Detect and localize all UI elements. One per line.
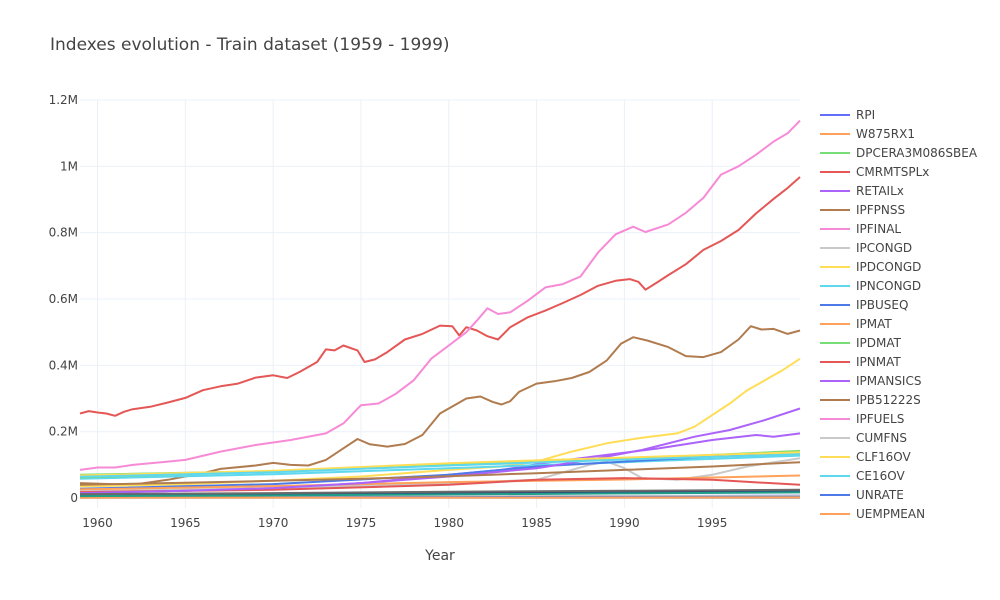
legend-item-ipnmat[interactable]: IPNMAT	[820, 355, 901, 369]
legend-label: RETAILx	[856, 184, 904, 198]
y-tick-label: 0.8M	[49, 226, 78, 240]
series-line-unlabeled-24	[79, 491, 801, 498]
y-tick-label: 1.2M	[49, 93, 78, 107]
series-line-ipfinal	[79, 119, 801, 471]
legend-item-ipdmat[interactable]: IPDMAT	[820, 336, 902, 350]
legend-item-clf16ov[interactable]: CLF16OV	[820, 450, 911, 464]
x-gridlines	[97, 100, 713, 508]
x-tick-label: 1970	[258, 516, 289, 530]
series-line-ipfpnss	[79, 325, 801, 486]
legend-item-cmrmtsplx[interactable]: CMRMTSPLx	[820, 165, 929, 179]
x-tick-label: 1975	[346, 516, 377, 530]
x-axis-title: Year	[424, 548, 455, 564]
x-tick-label: 1980	[434, 516, 465, 530]
series-line-ipdcongd	[79, 357, 801, 488]
series-line-ipncongd	[79, 454, 801, 480]
legend-item-w875rx1[interactable]: W875RX1	[820, 127, 915, 141]
y-tick-label: 0.6M	[49, 292, 78, 306]
x-tick-label: 1965	[170, 516, 201, 530]
legend-item-ipb51222s[interactable]: IPB51222S	[820, 393, 921, 407]
series-line-ipb51222s	[79, 461, 801, 486]
series-line-unlabeled-23	[79, 488, 801, 496]
legend-item-retailx[interactable]: RETAILx	[820, 184, 904, 198]
series-line-ipmansics	[79, 407, 801, 495]
x-tick-label: 1995	[697, 516, 728, 530]
legend-label: CUMFNS	[856, 431, 907, 445]
legend-label: CMRMTSPLx	[856, 165, 929, 179]
x-axis-ticks: 1960 1965 1970 1975 1980 1985 1990 1995	[82, 516, 727, 530]
legend-item-unrate[interactable]: UNRATE	[820, 488, 904, 502]
x-tick-label: 1990	[609, 516, 640, 530]
series-line-ce16ov	[79, 453, 801, 478]
series-line-ipmat	[79, 474, 801, 491]
legend-label: W875RX1	[856, 127, 915, 141]
legend-label: IPMAT	[856, 317, 892, 331]
x-tick-label: 1960	[82, 516, 113, 530]
legend-label: IPMANSICS	[856, 374, 921, 388]
legend-label: IPDCONGD	[856, 260, 921, 274]
legend-label: IPNMAT	[856, 355, 901, 369]
legend-label: IPFUELS	[856, 412, 904, 426]
legend-item-ipfuels[interactable]: IPFUELS	[820, 412, 904, 426]
legend-label: CLF16OV	[856, 450, 911, 464]
series-line-ipcongd	[79, 457, 801, 493]
legend-item-ipncongd[interactable]: IPNCONGD	[820, 279, 921, 293]
legend[interactable]: RPI W875RX1 DPCERA3M086SBEA CMRMTSPLx RETAIL…	[820, 108, 978, 521]
legend-item-rpi[interactable]: RPI	[820, 108, 875, 122]
legend-label: RPI	[856, 108, 875, 122]
series-layer	[79, 119, 801, 499]
legend-item-ipdcongd[interactable]: IPDCONGD	[820, 260, 921, 274]
legend-item-cumfns[interactable]: CUMFNS	[820, 431, 907, 445]
series-line-cmrmtsplx	[79, 176, 801, 417]
legend-label: IPFINAL	[856, 222, 901, 236]
legend-label: IPDMAT	[856, 336, 902, 350]
legend-item-dpcera3m086sbea[interactable]: DPCERA3M086SBEA	[820, 146, 978, 160]
y-tick-label: 1M	[60, 159, 78, 173]
legend-item-ipmansics[interactable]: IPMANSICS	[820, 374, 921, 388]
legend-label: IPCONGD	[856, 241, 912, 255]
legend-item-ce16ov[interactable]: CE16OV	[820, 469, 905, 483]
series-line-clf16ov	[79, 451, 801, 477]
legend-item-ipfpnss[interactable]: IPFPNSS	[820, 203, 905, 217]
legend-label: IPBUSEQ	[856, 298, 908, 312]
legend-label: DPCERA3M086SBEA	[856, 146, 978, 160]
series-line-ipnmat	[79, 477, 801, 494]
legend-item-ipfinal[interactable]: IPFINAL	[820, 222, 901, 236]
legend-label: UNRATE	[856, 488, 904, 502]
legend-label: UEMPMEAN	[856, 507, 925, 521]
legend-label: CE16OV	[856, 469, 905, 483]
y-axis-ticks: 0 0.2M 0.4M 0.6M 0.8M 1M 1.2M	[49, 93, 78, 505]
legend-item-ipmat[interactable]: IPMAT	[820, 317, 892, 331]
y-tick-label: 0.2M	[49, 425, 78, 439]
legend-label: IPB51222S	[856, 393, 921, 407]
legend-item-ipcongd[interactable]: IPCONGD	[820, 241, 912, 255]
chart-title: Indexes evolution - Train dataset (1959 …	[50, 35, 450, 55]
legend-item-ipbuseq[interactable]: IPBUSEQ	[820, 298, 908, 312]
legend-label: IPFPNSS	[856, 203, 905, 217]
y-tick-label: 0.4M	[49, 358, 78, 372]
legend-label: IPNCONGD	[856, 279, 921, 293]
x-tick-label: 1985	[521, 516, 552, 530]
y-tick-label: 0	[70, 491, 78, 505]
legend-item-uempmean[interactable]: UEMPMEAN	[820, 507, 925, 521]
